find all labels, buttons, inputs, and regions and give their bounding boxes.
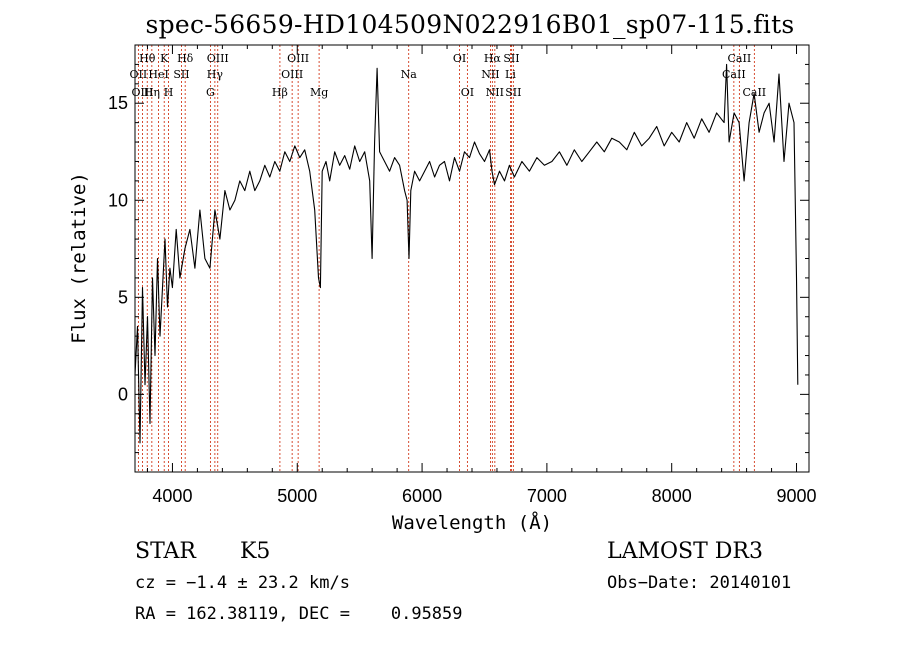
line-markers (137, 45, 755, 472)
x-tick-label: 7000 (527, 486, 567, 506)
line-label: G (206, 86, 215, 99)
line-label: OI (461, 86, 474, 99)
survey-name: LAMOST DR3 (607, 539, 763, 564)
object-class: STAR (135, 539, 197, 564)
object-subclass: K5 (240, 539, 270, 564)
line-label: NII (486, 86, 504, 99)
coordinates: RA = 162.38119, DEC = 0.95859 (135, 604, 463, 624)
y-tick-label: 5 (118, 287, 128, 307)
line-label: OIII (287, 52, 309, 65)
y-tick-label: 0 (118, 384, 128, 404)
line-label: OIII (131, 86, 153, 99)
x-axis-label: Wavelength (Å) (392, 511, 552, 534)
line-labels: Hθ OII OIII K HeI Hη Hδ SII H OIII Hγ G OIII OIII Hβ Mg… (130, 52, 767, 99)
observation-date: Obs−Date: 20140101 (607, 573, 791, 593)
line-label: Hη (144, 86, 160, 99)
line-label: Li (505, 68, 516, 81)
line-label: OII (130, 68, 148, 81)
y-ticks: 0 5 10 15 (108, 44, 809, 454)
chart-title: spec-56659-HD104509N022916B01_sp07-115.f… (145, 10, 794, 39)
x-tick-label: 5000 (277, 486, 317, 506)
y-axis-label: Flux (relative) (68, 172, 90, 344)
line-label: Hδ (177, 52, 194, 65)
line-label: HeI (148, 68, 168, 81)
line-label: Hα (484, 52, 502, 65)
line-label: NII (481, 68, 499, 81)
x-ticks: 4000 5000 6000 7000 8000 9000 (146, 45, 817, 506)
plot-frame (134, 44, 810, 473)
y-tick-label: 10 (108, 190, 128, 210)
line-label: Na (401, 68, 418, 81)
x-tick-label: 4000 (152, 486, 192, 506)
line-label: K (160, 52, 169, 65)
line-label: Mg (310, 86, 328, 99)
spectrum-line (134, 63, 799, 444)
y-tick-label: 15 (108, 93, 128, 113)
line-label: SII (505, 86, 521, 99)
line-label: CaII (722, 68, 746, 81)
line-label: CaII (742, 86, 766, 99)
x-tick-label: 9000 (776, 486, 816, 506)
line-label: Hγ (207, 68, 224, 81)
x-tick-label: 6000 (402, 486, 442, 506)
line-label: OIII (281, 68, 303, 81)
line-label: Hθ (139, 52, 156, 65)
line-label: SII (503, 52, 519, 65)
redshift-velocity: cz = −1.4 ± 23.2 km/s (135, 573, 350, 593)
line-label: Hβ (272, 86, 288, 99)
line-label: OIII (207, 52, 229, 65)
x-tick-label: 8000 (652, 486, 692, 506)
line-label: H (164, 86, 174, 99)
line-label: CaII (728, 52, 752, 65)
line-label: OI (453, 52, 466, 65)
line-label: SII (173, 68, 189, 81)
